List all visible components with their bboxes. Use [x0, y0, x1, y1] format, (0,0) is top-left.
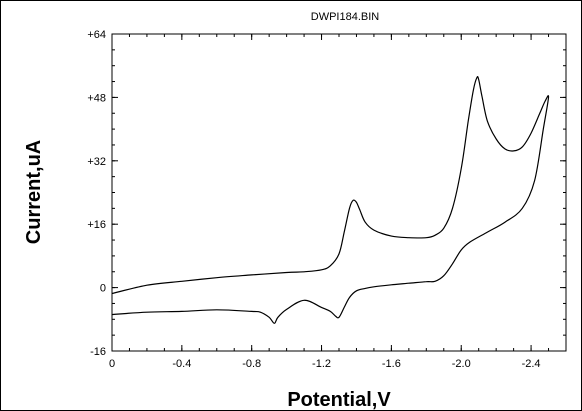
- y-tick-label: +48: [87, 92, 106, 104]
- y-tick-label: 0: [100, 283, 106, 295]
- y-tick-label: -16: [90, 346, 106, 358]
- x-axis-tick-labels: 0 -0.4 -0.8 -1.2 -1.6 -2.0 -2.4: [109, 358, 541, 370]
- chart-title: DWPI184.BIN: [311, 11, 380, 23]
- y-axis-tick-labels: -16 0 +16 +32 +48 +64: [87, 29, 106, 358]
- x-axis-label: Potential,V: [287, 389, 391, 411]
- x-axis-ticks: [111, 34, 567, 351]
- x-tick-label: -2.4: [522, 358, 541, 370]
- y-tick-label: +32: [87, 156, 106, 168]
- y-axis-ticks: [112, 33, 566, 352]
- y-axis-label: Current,uA: [23, 140, 45, 244]
- x-tick-label: -0.4: [172, 358, 191, 370]
- x-tick-label: -1.2: [312, 358, 331, 370]
- y-tick-label: +16: [87, 219, 106, 231]
- series-line: [111, 76, 550, 324]
- plot-area-border: [111, 33, 567, 352]
- x-tick-label: -1.6: [382, 358, 401, 370]
- x-tick-label: 0: [109, 358, 115, 370]
- x-tick-label: -2.0: [452, 358, 471, 370]
- y-tick-label: +64: [87, 29, 106, 41]
- x-tick-label: -0.8: [242, 358, 261, 370]
